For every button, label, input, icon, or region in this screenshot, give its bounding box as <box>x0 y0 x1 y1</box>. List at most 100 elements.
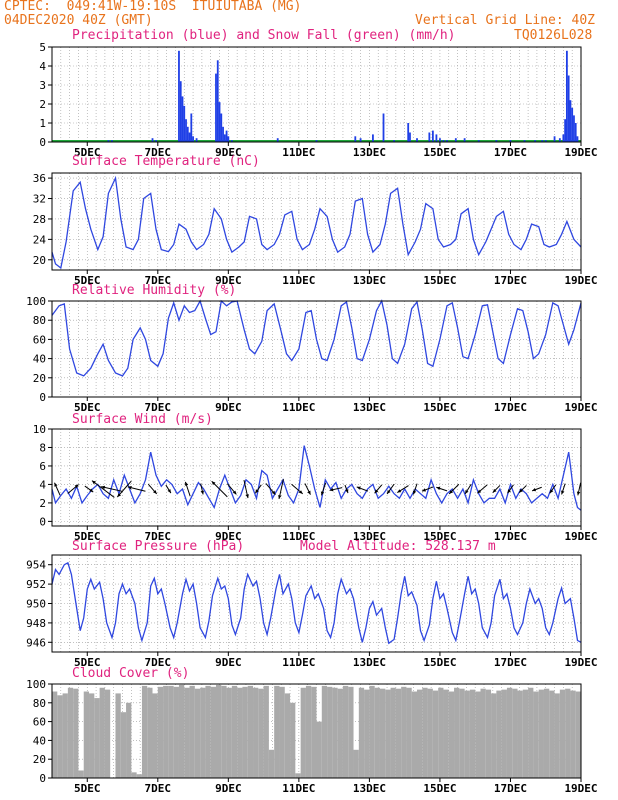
y-tick-label: 40 <box>33 734 46 747</box>
y-tick-label: 20 <box>33 753 46 766</box>
wind-arrow <box>91 480 115 498</box>
cloud-bar <box>506 687 513 778</box>
x-tick-label: 11DEC <box>282 782 315 795</box>
precip-bar <box>181 96 184 142</box>
precip-bar <box>576 136 579 142</box>
wind-arrow-head <box>127 486 132 490</box>
cloud-bar <box>136 774 142 778</box>
x-tick-label: 17DEC <box>494 274 527 287</box>
title-temp: Surface Temperature (nC) <box>72 154 260 169</box>
y-tick-label: 24 <box>33 233 47 246</box>
y-tick-label: 36 <box>33 172 46 185</box>
cloud-bar <box>57 695 63 778</box>
cloud-bar <box>67 687 74 778</box>
wind-arrow-head <box>397 489 402 493</box>
cloud-bar <box>390 687 396 778</box>
panel-frame <box>51 683 582 779</box>
title-rh: Relative Humidity (%) <box>72 283 237 298</box>
series-line-pres <box>51 561 582 645</box>
cloud-bar <box>496 690 502 778</box>
cloud-bar <box>538 689 544 778</box>
precip-bar <box>230 140 233 142</box>
precip-bar <box>220 113 223 142</box>
precip-bar <box>179 81 182 142</box>
cloud-bar <box>279 686 285 778</box>
cloud-bar <box>543 688 550 778</box>
x-tick-label: 13DEC <box>353 782 386 795</box>
cloud-bar <box>168 685 174 778</box>
precip-bar <box>407 123 410 142</box>
y-tick-label: 100 <box>26 295 46 308</box>
panel-frame <box>51 300 582 398</box>
y-tick-label: 5 <box>39 41 46 54</box>
cloud-bar <box>385 689 391 778</box>
cloud-bar <box>427 688 433 778</box>
cloud-bar <box>501 689 507 778</box>
header-vertical-grid: Vertical Grid Line: 40Z <box>415 13 596 28</box>
wind-arrow-head <box>200 490 204 495</box>
y-tick-label: 2 <box>39 497 46 510</box>
precip-bar <box>190 113 193 142</box>
title-wind: Surface Wind (m/s) <box>72 412 213 427</box>
cloud-bar <box>406 687 412 778</box>
cloud-bar <box>549 690 555 778</box>
x-tick-label: 9DEC <box>215 274 242 287</box>
cloud-bar <box>131 772 137 778</box>
x-tick-label: 19DEC <box>564 401 597 414</box>
precip-bar <box>541 140 544 142</box>
x-tick-label: 9DEC <box>215 530 242 543</box>
x-tick-label: 17DEC <box>494 401 527 414</box>
y-tick-label: 60 <box>33 333 46 346</box>
wind-arrow-head <box>519 488 523 493</box>
wind-arrow-head <box>549 489 554 494</box>
x-tick-label: 17DEC <box>494 782 527 795</box>
x-tick-label: 13DEC <box>353 146 386 159</box>
x-tick-label: 7DEC <box>145 146 172 159</box>
cloud-bar <box>369 685 375 778</box>
cloud-bar <box>178 684 185 778</box>
cloud-bar <box>210 686 216 778</box>
cloud-bar <box>417 689 423 778</box>
wind-arrow-head <box>91 480 96 485</box>
wind-arrow-head <box>532 488 537 492</box>
x-tick-label: 11DEC <box>282 146 315 159</box>
cloud-bar <box>422 687 428 778</box>
cloud-bar <box>438 687 444 778</box>
header-code: TQ0126L028 <box>514 28 593 43</box>
cloud-bar <box>152 693 158 778</box>
cloud-bar <box>258 688 264 778</box>
cloud-bar <box>163 685 169 778</box>
x-tick-label: 13DEC <box>353 401 386 414</box>
precip-bar <box>446 140 448 142</box>
wind-arrow-head <box>422 488 426 492</box>
cloud-bar <box>374 687 380 778</box>
wind-arrow-head <box>117 493 121 497</box>
x-tick-label: 7DEC <box>145 401 172 414</box>
wind-arrow-head <box>255 489 259 494</box>
precip-bar <box>195 138 198 142</box>
cloud-bar <box>443 689 449 778</box>
cloud-bar <box>432 690 439 778</box>
cloud-bar <box>321 685 328 778</box>
x-tick-label: 17DEC <box>494 530 527 543</box>
precip-bar <box>439 138 441 142</box>
y-tick-label: 0 <box>39 772 46 785</box>
wind-arrow-head <box>345 489 349 493</box>
precip-bar <box>359 138 362 142</box>
x-tick-label: 5DEC <box>74 401 101 414</box>
cloud-bar <box>189 685 195 778</box>
cloud-bar <box>157 686 164 778</box>
cloud-bar <box>290 702 296 778</box>
x-tick-label: 11DEC <box>282 656 315 669</box>
precip-bar <box>544 140 547 142</box>
precip-bar <box>534 140 537 142</box>
cloud-bar <box>89 693 95 778</box>
y-tick-label: 3 <box>39 79 46 92</box>
x-tick-label: 11DEC <box>282 274 315 287</box>
cloud-bar <box>464 690 470 778</box>
cloud-bar <box>342 685 349 778</box>
wind-arrow-head <box>54 482 58 487</box>
x-tick-label: 7DEC <box>145 274 172 287</box>
series-line-rh <box>51 299 582 377</box>
